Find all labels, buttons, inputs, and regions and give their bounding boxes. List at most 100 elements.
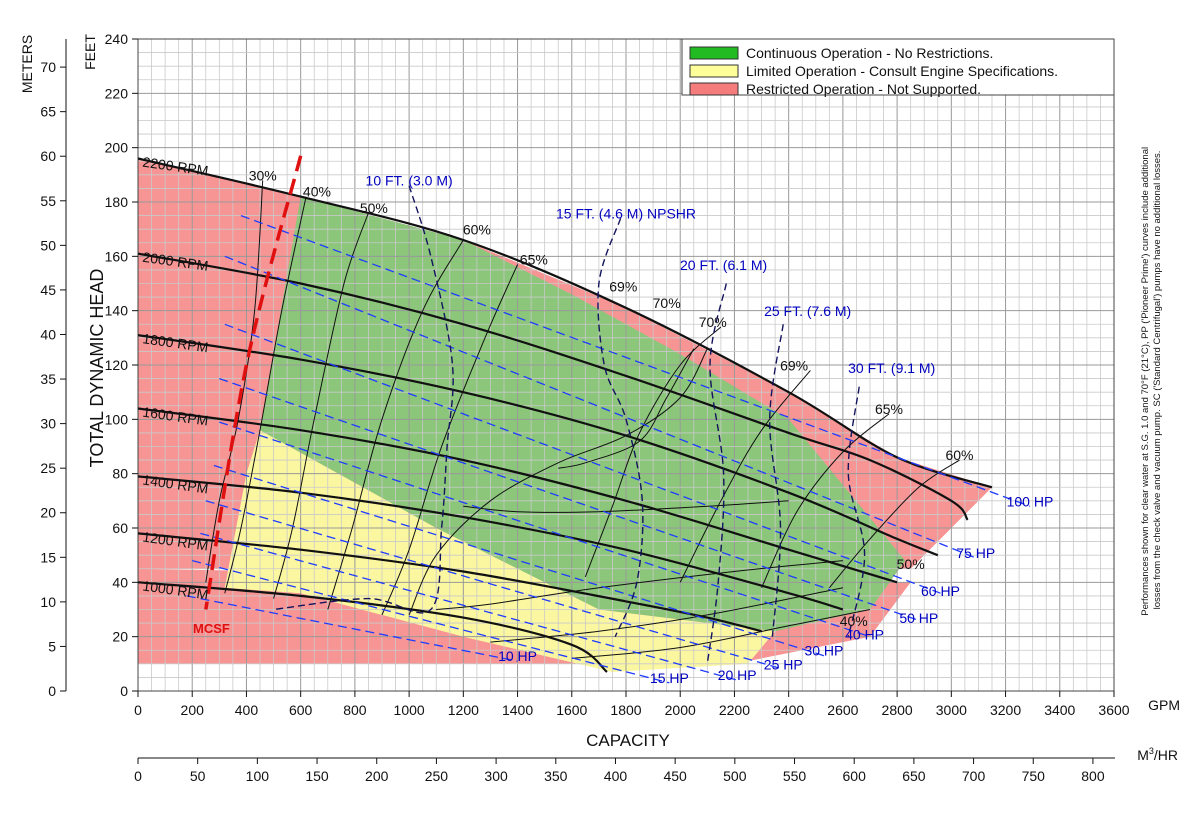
- y-tick-label: 220: [105, 85, 129, 101]
- y2-tick-label: 45: [40, 282, 56, 298]
- x-tick-label: 2000: [665, 702, 696, 718]
- horsepower-label: 60 HP: [921, 583, 960, 599]
- x-tick-label: 800: [343, 702, 367, 718]
- x2-unit-label: M3/HR: [1137, 746, 1178, 763]
- y-tick-label: 60: [112, 520, 128, 536]
- horsepower-label: 25 HP: [764, 656, 803, 672]
- horsepower-line: [192, 559, 670, 684]
- x2-tick-label: 500: [723, 768, 747, 784]
- mcsf-line: [204, 155, 303, 610]
- speed-curve: [138, 581, 608, 673]
- horsepower-line: [224, 323, 941, 594]
- y-tick-label: 0: [120, 683, 128, 699]
- y-tick-label: 140: [105, 303, 129, 319]
- y2-tick-label: 25: [40, 460, 56, 476]
- efficiency-label: 65%: [875, 401, 903, 417]
- x-unit-gpm: GPM: [1148, 697, 1180, 713]
- efficiency-curve: [828, 459, 960, 589]
- y2-tick-label: 50: [40, 237, 56, 253]
- x-tick-label: 2400: [773, 702, 804, 718]
- x-tick-label: 0: [134, 702, 142, 718]
- horsepower-label: 40 HP: [845, 626, 884, 642]
- horsepower-label: 20 HP: [718, 667, 757, 683]
- efficiency-curve: [584, 326, 722, 578]
- y-tick-label: 80: [112, 466, 128, 482]
- legend-swatch: [689, 64, 739, 78]
- horsepower-line: [219, 377, 920, 622]
- y2-tick-label: 40: [40, 326, 56, 342]
- efficiency-curve: [327, 239, 464, 610]
- x-tick-label: 3200: [990, 702, 1021, 718]
- speed-curve: [138, 252, 969, 521]
- x2-tick-label: 600: [843, 768, 867, 784]
- horsepower-label: 10 HP: [498, 648, 537, 664]
- y2-tick-label: 65: [40, 104, 56, 120]
- y2-tick-label: 0: [48, 683, 56, 699]
- npshr-curve: [847, 386, 866, 637]
- y-tick-label: 40: [112, 574, 128, 590]
- efficiency-label: 70%: [653, 295, 681, 311]
- efficiency-label: 70%: [699, 314, 727, 330]
- y-unit-meters: METERS: [19, 35, 35, 93]
- x2-tick-label: 100: [246, 768, 270, 784]
- mcsf-label: MCSF: [193, 621, 230, 636]
- x-tick-label: 1400: [502, 702, 533, 718]
- efficiency-curve: [381, 264, 519, 616]
- x2-tick-label: 550: [783, 768, 807, 784]
- horsepower-label: 30 HP: [804, 643, 843, 659]
- horsepower-line: [205, 500, 784, 670]
- x-tick-label: 2800: [882, 702, 913, 718]
- npshr-curve: [273, 185, 454, 614]
- x-tick-label: 3600: [1098, 702, 1129, 718]
- x-tick-label: 1600: [556, 702, 587, 718]
- legend-box: [681, 38, 1115, 96]
- x-tick-label: 2200: [719, 702, 750, 718]
- horsepower-line: [186, 595, 518, 662]
- y2-tick-label: 20: [40, 505, 56, 521]
- npshr-label: 25 FT. (7.6 M): [764, 303, 851, 319]
- y2-tick-label: 15: [40, 549, 56, 565]
- y-axis-title: TOTAL DYNAMIC HEAD: [87, 269, 107, 468]
- efficiency-curve: [273, 212, 369, 599]
- efficiency-curve: [761, 413, 890, 589]
- speed-curve: [138, 475, 844, 611]
- x2-unit-main: M: [1137, 747, 1149, 763]
- x2-tick-label: 400: [604, 768, 628, 784]
- npshr-curve: [706, 283, 727, 664]
- x-tick-label: 1000: [394, 702, 425, 718]
- x-tick-label: 400: [235, 702, 259, 718]
- y-tick-label: 100: [105, 411, 129, 427]
- y2-tick-label: 55: [40, 193, 56, 209]
- efficiency-curve: [205, 180, 264, 583]
- y2-tick-label: 35: [40, 371, 56, 387]
- y-tick-label: 20: [112, 629, 128, 645]
- y-unit-feet: FEET: [82, 34, 98, 70]
- x2-tick-label: 250: [425, 768, 449, 784]
- efficiency-curve: [558, 348, 695, 469]
- efficiency-curve: [408, 348, 708, 616]
- speed-curve: [138, 532, 762, 633]
- horsepower-label: 100 HP: [1007, 493, 1054, 509]
- efficiency-curve: [436, 560, 843, 610]
- horsepower-label: 75 HP: [956, 545, 995, 561]
- efficiency-label: 30%: [249, 167, 277, 183]
- x2-tick-label: 50: [190, 768, 206, 784]
- x2-unit-sup: 3: [1149, 746, 1154, 756]
- efficiency-curve: [571, 609, 871, 659]
- y2-tick-label: 30: [40, 416, 56, 432]
- npshr-curve: [768, 324, 784, 637]
- efficiency-label: 50%: [360, 200, 388, 216]
- x2-unit-tail: /HR: [1154, 747, 1178, 763]
- legend-swatch: [689, 46, 739, 60]
- speed-curve: [138, 407, 898, 584]
- y2-tick-label: 10: [40, 594, 56, 610]
- horsepower-line: [213, 464, 825, 657]
- efficiency-curve: [679, 370, 811, 583]
- x2-tick-label: 800: [1081, 768, 1105, 784]
- continuous-region: [260, 196, 906, 632]
- operation-regions: [138, 158, 992, 672]
- npshr-label: 15 FT. (4.6 M) NPSHR: [556, 205, 696, 221]
- y-tick-label: 120: [105, 357, 129, 373]
- speed-curve: [138, 157, 993, 489]
- npshr-label: 30 FT. (9.1 M): [848, 360, 935, 376]
